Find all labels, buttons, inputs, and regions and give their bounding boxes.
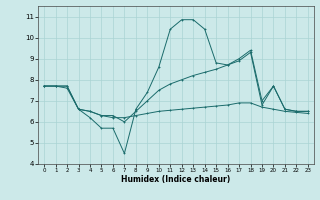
X-axis label: Humidex (Indice chaleur): Humidex (Indice chaleur) [121, 175, 231, 184]
